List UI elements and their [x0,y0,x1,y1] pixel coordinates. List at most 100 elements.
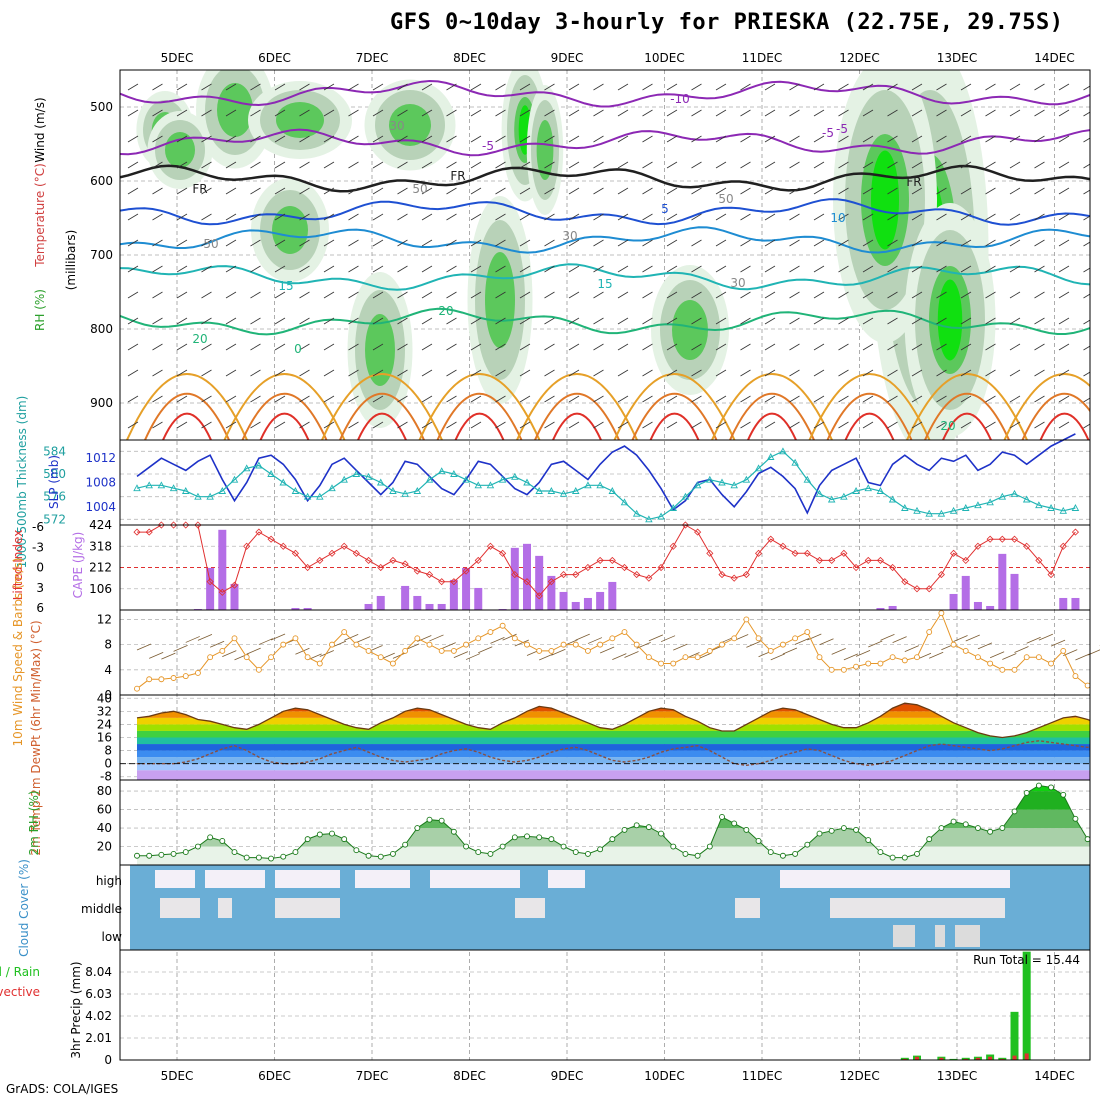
wind-barb [225,161,237,169]
wind-speed-point [779,641,786,648]
pressure-tick: 700 [90,248,113,262]
wind-barb [887,239,898,247]
wind-speed-point [463,641,470,648]
wind-barb [666,395,678,403]
wind-barb [323,83,335,91]
wind-barb [1058,265,1070,273]
wind-barb [1083,293,1090,299]
wind-barb [201,395,212,403]
wind-speed-point [292,635,299,642]
grads-credit: GrADS: COLA/IGES [6,1082,119,1096]
wind-barb [740,317,751,325]
wind-speed-point [365,647,372,654]
surface-wind-barb [892,636,907,643]
wind-barb [1009,83,1021,91]
wind-barb [446,83,457,91]
wind-barb [495,421,506,429]
surface-wind-barb [831,647,846,655]
ylabel-temperature-2m: 2m Temp 2m DewPt (6hr Min/Max) (°C) [29,620,43,855]
wind-barb [250,291,261,299]
rh-blob [672,300,708,360]
cape-bar [449,579,458,610]
pressure-tick: 500 [90,100,113,114]
thickness-point [328,484,336,492]
thickness-tick: 584 [43,444,66,458]
wind-barb [715,395,727,403]
wind-speed-point [633,641,640,648]
lifted-index-point [523,578,531,586]
rh-point [329,830,335,837]
wind-barb [1083,267,1090,273]
wind-barb [568,369,580,377]
wind-barb [813,317,825,325]
wind-barb [568,135,580,143]
thickness-point [632,509,641,517]
wind-speed-point [706,647,713,654]
wind-barb [862,239,874,247]
wind-barb [764,421,776,429]
wind-speed-point [731,635,738,642]
wind-barb [1058,213,1070,221]
wind-barb [421,369,433,377]
wind-barb [960,343,972,351]
thickness-point [596,481,604,489]
warm-contour [631,393,718,440]
wind-barb [642,343,653,351]
wind-barb [348,421,359,429]
wind-barb [911,109,923,117]
thickness-point [133,484,141,492]
wind-barb [152,109,163,117]
wind-barb [397,291,408,299]
rh-point [316,831,323,838]
wind-barb [764,291,776,299]
lifted-index-point [889,563,897,572]
wind-barb [421,317,433,325]
wind-barb [1058,239,1070,247]
wind-barb [274,369,286,377]
wind-barb [642,83,653,91]
wind-barb [372,83,384,91]
surface-wind-barb [1087,649,1100,656]
wind-barb [1034,187,1045,195]
surface-wind-barb [417,635,432,642]
wind-barb [691,291,702,299]
rh-point [1072,815,1079,822]
wind-barb [691,135,702,143]
rh-point [1023,789,1030,796]
wind-barb [176,213,188,221]
wind-speed-point [511,635,518,642]
rh-point [974,825,981,831]
wind-speed-point [670,660,677,667]
wind-barb [985,109,996,117]
thickness-point [194,492,202,500]
wind-barb [274,395,286,403]
wind-barb [911,395,923,403]
surface-wind-barb [453,651,469,658]
wind-barb [274,213,286,221]
temperature-tick: 32 [97,704,112,718]
wind-barb [838,83,849,91]
wind-barb [715,265,727,273]
lifted-index-tick: 0 [36,561,44,575]
wind-barb [642,291,653,299]
wind-barb [225,291,237,299]
wind-speed-line [136,612,1088,690]
wind-barb [887,343,898,351]
precip-bar [1010,1011,1019,1060]
date-label-bottom: 6DEC [258,1069,291,1083]
cape-bar [986,605,995,610]
warm-contour [516,373,638,440]
surface-wind-barb [246,647,261,655]
wind-barb [617,421,629,429]
wind-barb [985,395,996,403]
thickness-point [1035,501,1043,509]
wind-barb [1009,421,1021,429]
wind-barb [250,369,261,377]
rh-point [255,854,262,861]
lifted-index-point [730,574,738,582]
wind-barb [372,161,384,169]
wind-barb [372,187,384,195]
wind-barb [985,421,996,429]
rh-point [633,822,640,829]
lifted-index-point [901,578,909,586]
